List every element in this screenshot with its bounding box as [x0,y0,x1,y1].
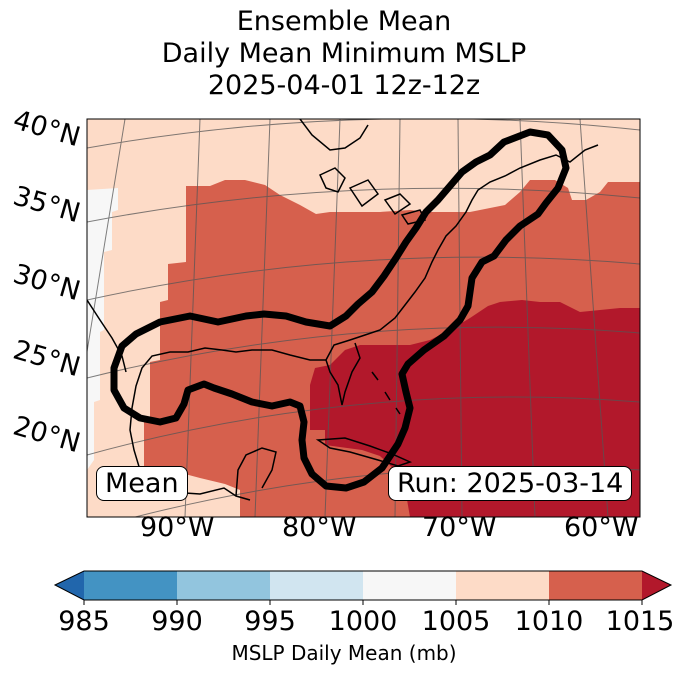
coast-mexico-west [87,299,127,373]
colorbar-tick-995: 995 [244,606,296,637]
colorbar-label: MSLP Daily Mean (mb) [231,641,457,665]
colorbar-tick-990: 990 [151,606,203,637]
graticule-lat-35 [87,187,640,223]
colorbar-tick-1015: 1015 [605,606,675,637]
colorbar-segment-995-1000 [270,571,363,600]
colorbar-segment-1005-1010 [456,571,549,600]
lon-label-80w: 80°W [282,512,357,543]
colorbar-tick-1005: 1005 [421,606,491,637]
coast-great-lakes-2 [348,179,380,208]
graticule-lat-30 [87,256,640,301]
colorbar-tick-985: 985 [58,606,110,637]
colorbar-extend-high [642,571,671,600]
pressure-field-low [87,188,118,470]
mean-label-box: Mean [96,466,188,501]
colorbar-extend-low [55,571,84,600]
title-line-1: Ensemble Mean [236,6,452,37]
colorbar-tick-1010: 1010 [514,606,584,637]
colorbar-tick-1000: 1000 [328,606,398,637]
colorbar-segment-1010-1015 [549,571,642,600]
coast-hudson-region [299,119,369,151]
map-frame [86,118,641,518]
colorbar [53,570,673,605]
lon-label-60w: 60°W [564,512,639,543]
graticule-lon-95 [87,119,126,355]
colorbar-ticks [83,600,643,605]
graticule-lat-20 [87,396,640,456]
colorbar-segment-1000-1005 [363,571,456,600]
colorbar-segment-985-990 [84,571,177,600]
lon-label-90w: 90°W [140,512,215,543]
map-area [87,119,640,517]
lon-label-70w: 70°W [422,512,497,543]
coast-great-lakes-3 [383,193,412,216]
graticule-lon-60 [579,119,609,517]
title-line-3: 2025-04-01 12z-12z [207,70,481,101]
pressure-field-high [310,300,640,517]
coast-cuba [315,437,413,467]
colorbar-segment-990-995 [177,571,270,600]
title-line-2: Daily Mean Minimum MSLP [161,38,527,69]
run-date-box: Run: 2025-03-14 [388,466,633,501]
coast-east-us [325,144,599,406]
graticule-lon-80 [324,119,341,517]
coast-yucatan [235,447,277,497]
graticule-lon-65 [519,119,536,517]
coast-bahamas [371,371,401,415]
pressure-contour-outline [110,128,570,492]
graticule [87,119,640,517]
graticule-lat-25 [87,326,640,379]
coast-great-lakes-1 [319,167,346,193]
